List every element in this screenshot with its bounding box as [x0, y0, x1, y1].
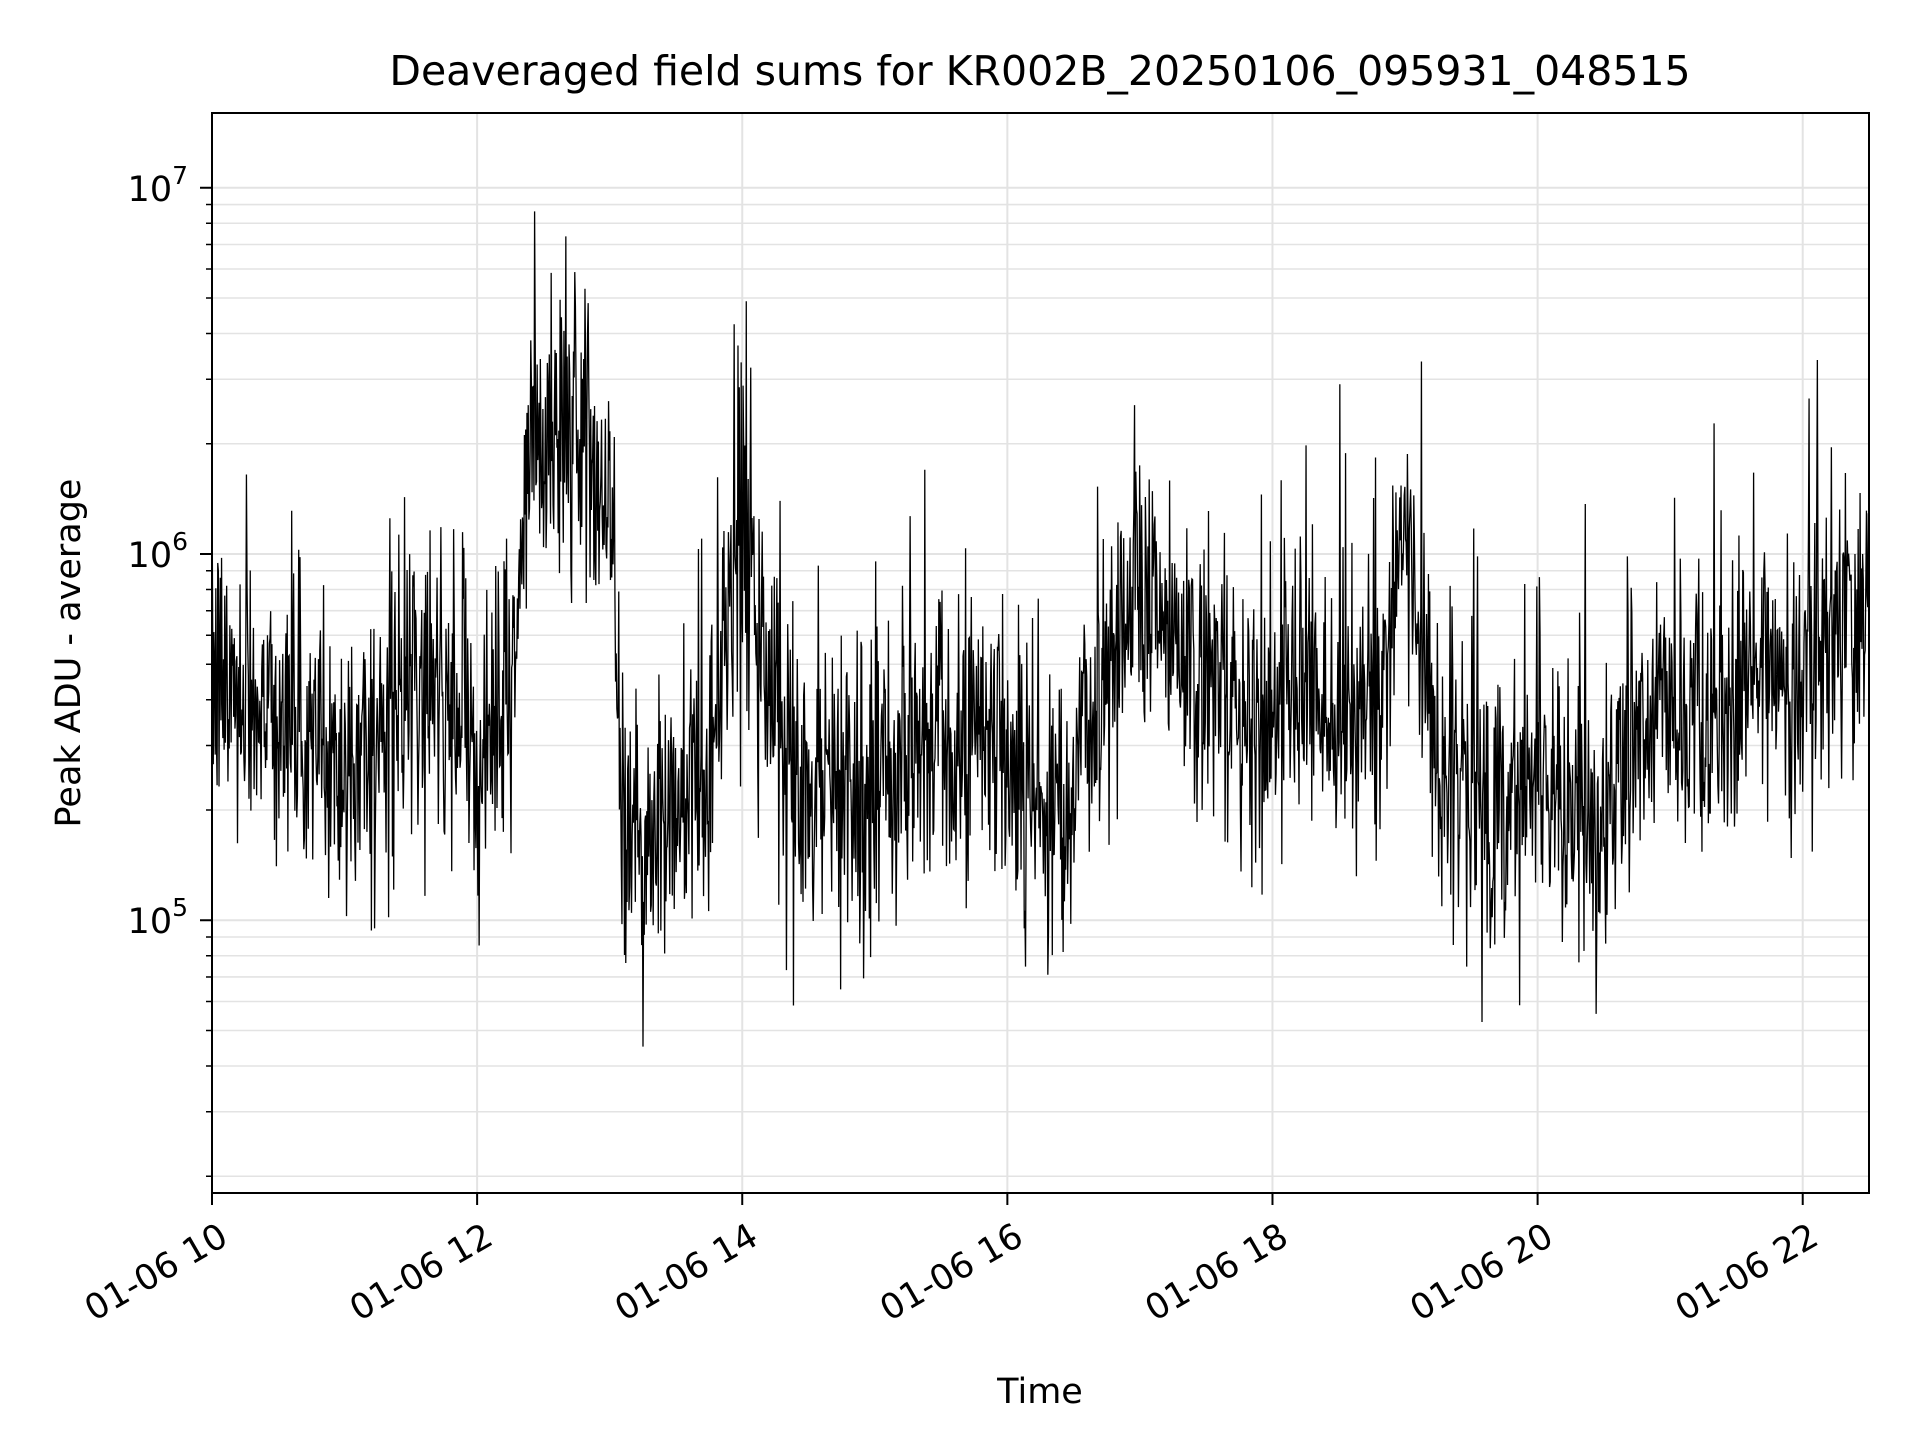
chart-title: Deaveraged field sums for KR002B_2025010… — [389, 47, 1690, 95]
x-axis-label: Time — [996, 1372, 1083, 1412]
y-axis: 105 106 107 — [128, 161, 212, 1177]
y-tick-label: 107 — [128, 161, 188, 210]
y-tick-label: 106 — [128, 527, 188, 576]
series-line — [211, 211, 1870, 1047]
y-axis-label: Peak ADU - average — [49, 479, 89, 828]
y-tick-label: 105 — [128, 893, 188, 942]
series-group — [211, 211, 1870, 1047]
plot-frame — [211, 112, 1870, 1194]
